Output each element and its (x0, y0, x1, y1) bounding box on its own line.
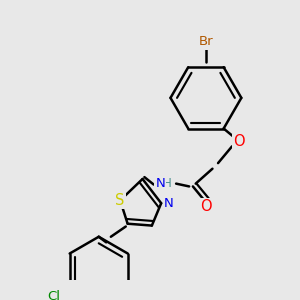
Text: O: O (200, 200, 212, 214)
Text: N: N (155, 177, 165, 190)
Text: Cl: Cl (47, 290, 60, 300)
Text: S: S (116, 193, 125, 208)
Text: H: H (162, 177, 171, 190)
Text: N: N (164, 197, 173, 210)
Text: Br: Br (199, 35, 213, 48)
Text: O: O (233, 134, 244, 149)
